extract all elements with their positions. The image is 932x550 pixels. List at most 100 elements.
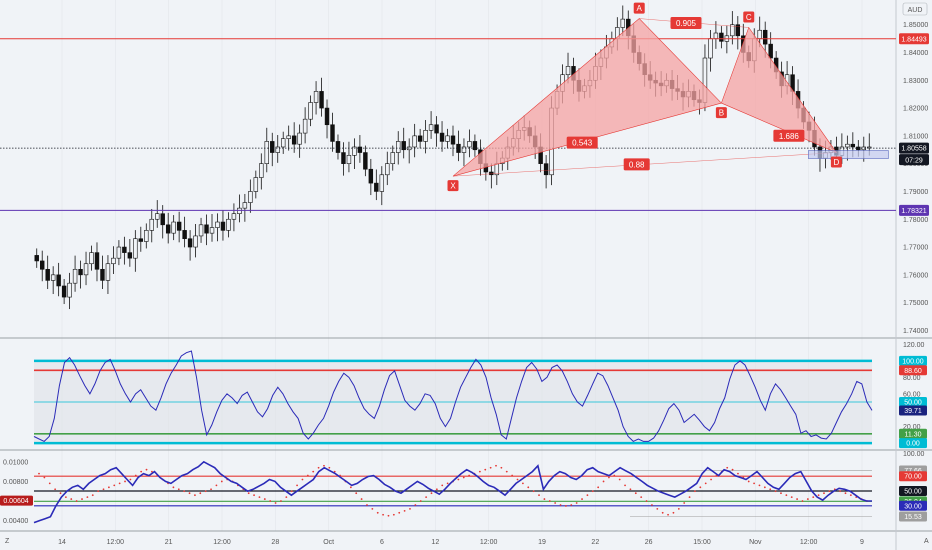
corner-left-glyph[interactable]: Z <box>5 538 10 545</box>
vol-dot <box>505 470 508 473</box>
candle <box>735 24 741 37</box>
vol-dot <box>387 514 390 517</box>
vol-dot <box>699 486 702 489</box>
vol-dot <box>425 496 428 499</box>
pattern-point-tag[interactable] <box>447 180 459 192</box>
vol-line[interactable] <box>33 460 872 524</box>
candle <box>363 152 368 170</box>
time-tick-label: 21 <box>165 539 173 546</box>
vol-dot <box>532 490 535 493</box>
candle <box>565 66 571 76</box>
vol-dot <box>634 492 637 495</box>
price-tick-label: 1.74000 <box>903 328 928 335</box>
candle <box>385 163 390 176</box>
osc-current-tag <box>899 405 927 416</box>
vol-dot <box>688 496 691 499</box>
candle <box>286 135 291 139</box>
vol-dot <box>296 484 298 487</box>
candle <box>467 141 472 148</box>
candle <box>428 124 434 131</box>
vol-level-tag <box>899 500 927 511</box>
pattern-ratio-label: 0.543 <box>572 139 593 148</box>
osc-level-label: 88.60 <box>904 368 922 375</box>
time-tick-label: 12:00 <box>480 539 498 546</box>
vol-dot <box>570 504 573 506</box>
vol-dot <box>398 511 401 514</box>
vol-dot <box>645 500 648 502</box>
candle <box>324 107 330 126</box>
vol-dot <box>376 511 379 514</box>
osc-level-tag <box>899 355 927 366</box>
vol-dot <box>215 484 218 487</box>
vol-dot <box>817 494 820 497</box>
vol-dot <box>129 478 132 481</box>
candle <box>412 135 417 148</box>
candle <box>867 146 872 149</box>
candle <box>34 255 39 262</box>
oscillator-line[interactable] <box>33 350 873 443</box>
candle <box>226 218 231 231</box>
candle <box>105 263 111 281</box>
vol-level-tag <box>899 511 927 522</box>
vol-dot <box>382 513 385 516</box>
vol-dot <box>70 498 73 500</box>
vol-dot <box>75 500 78 502</box>
vol-dot <box>177 488 180 491</box>
vol-dot <box>521 482 524 485</box>
currency-badge[interactable] <box>902 2 928 16</box>
candle <box>215 221 220 228</box>
vol-dot <box>726 466 729 469</box>
candle <box>144 230 149 242</box>
candle <box>620 18 626 28</box>
candle <box>94 252 100 270</box>
candle <box>543 163 549 176</box>
candle <box>757 29 762 39</box>
prz-box[interactable] <box>808 150 889 159</box>
candle <box>160 213 165 226</box>
pattern-ratio-tag[interactable] <box>566 136 598 149</box>
vol-level-label: 50.00 <box>904 489 922 496</box>
vol-dot <box>812 496 815 499</box>
vol-dot <box>839 490 842 493</box>
vol-dot <box>548 500 551 502</box>
vol-dot <box>581 498 583 500</box>
candle <box>335 141 341 153</box>
vol-left-tick-label: 0.01000 <box>3 459 28 466</box>
corner-right-glyph[interactable]: A <box>924 538 929 545</box>
oscillator-pane[interactable] <box>33 350 873 445</box>
vol-dot <box>301 478 304 481</box>
candle <box>730 24 735 37</box>
pattern-point-tag[interactable] <box>633 2 645 14</box>
vol-dot <box>188 492 191 495</box>
pattern-ratio-tag[interactable] <box>623 158 650 171</box>
vol-dot <box>591 490 594 493</box>
candle <box>72 268 78 284</box>
candle <box>417 135 423 142</box>
price-level-label: 1.80558 <box>901 146 926 153</box>
vol-dot <box>559 504 562 506</box>
time-tick-label: 14 <box>58 539 66 546</box>
vol-dot <box>677 507 680 510</box>
pattern-point-tag[interactable] <box>830 156 842 168</box>
pattern-ratio-tag[interactable] <box>670 17 702 30</box>
price-level-tag <box>899 204 929 216</box>
vol-dot <box>511 474 514 477</box>
volatility-pane[interactable] <box>33 460 872 524</box>
time-tick-label: 26 <box>645 539 653 546</box>
price-tick-label: 1.78000 <box>903 217 928 224</box>
vol-dot <box>145 468 148 471</box>
vol-dot <box>849 494 852 497</box>
vol-dot <box>435 488 438 491</box>
vol-dot <box>280 500 282 502</box>
vol-dot <box>462 476 465 479</box>
candle <box>89 252 94 265</box>
pattern-triangle-bcd[interactable] <box>721 26 838 154</box>
pattern-point-tag[interactable] <box>743 11 755 23</box>
vol-dot <box>737 472 739 475</box>
vol-dot <box>360 498 363 500</box>
pattern-ratio-tag[interactable] <box>773 129 805 142</box>
vol-dot <box>323 464 325 467</box>
price-pane[interactable]: X A B C D 0.905 0.543 1.686 0.88 <box>0 2 896 310</box>
pattern-point-tag[interactable] <box>715 107 727 119</box>
